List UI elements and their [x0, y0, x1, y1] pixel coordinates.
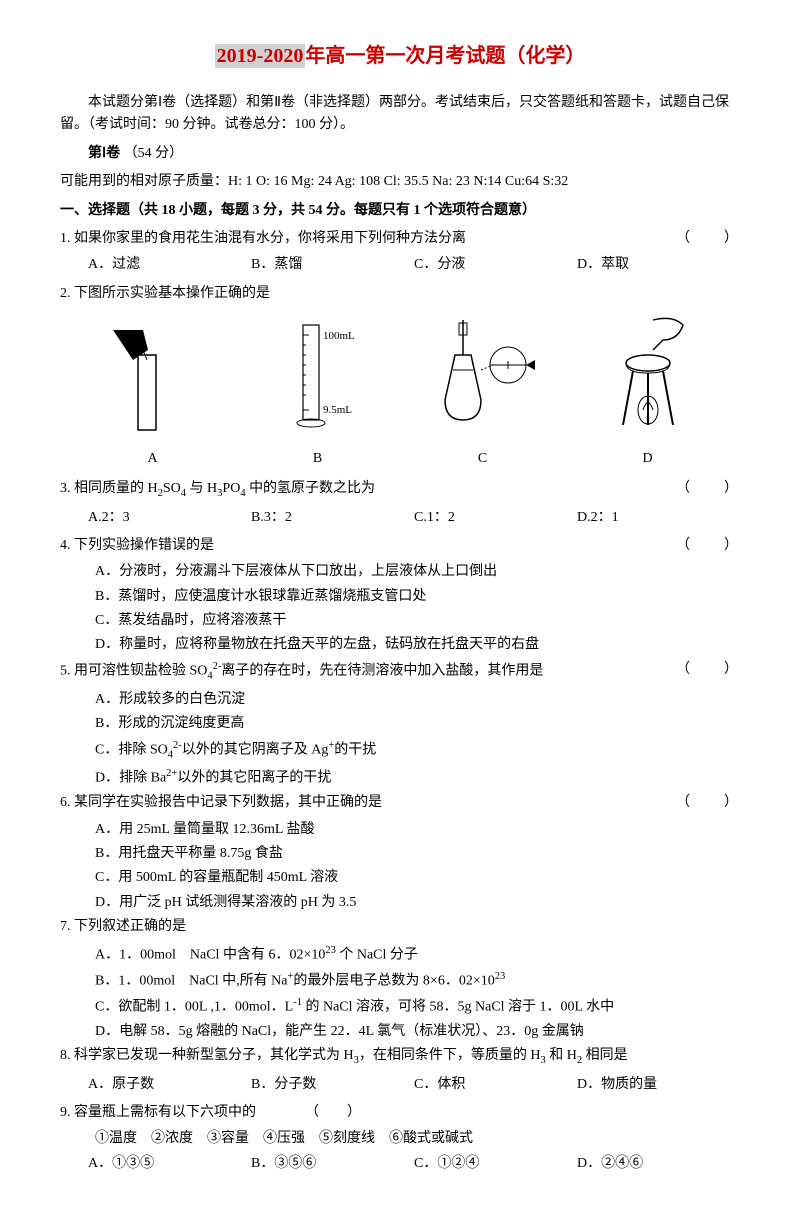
question-8: 8. 科学家已发现一种新型氢分子，其化学式为 H3，在相同条件下，等质量的 H3… — [60, 1045, 740, 1070]
answer-paren: （ ） — [676, 535, 740, 557]
q1-opt-c: C．分液 — [414, 254, 577, 276]
answer-paren: （ ） — [676, 478, 740, 500]
q1-opt-d: D．萃取 — [577, 254, 740, 276]
question-6: （ ） 6. 某同学在实验报告中记录下列数据，其中正确的是 — [60, 792, 740, 814]
q2-img-b: 100mL 9.5mL — [235, 315, 400, 443]
q1-opt-b: B．蒸馏 — [251, 254, 414, 276]
question-5: （ ） 5. 用可溶性钡盐检验 SO42-离子的存在时，先在待测溶液中加入盐酸，… — [60, 659, 740, 685]
q3-stem: 3. 相同质量的 H2SO4 与 H3PO4 中的氢原子数之比为 — [60, 478, 740, 503]
q9-opt-c: C．①②④ — [414, 1153, 577, 1175]
q5-opt-a: A．形成较多的白色沉淀 — [95, 689, 740, 711]
q2-label-d: D — [565, 448, 730, 470]
q8-options: A．原子数 B．分子数 C．体积 D．物质的量 — [88, 1074, 740, 1096]
q9-opt-d: D．②④⑥ — [577, 1153, 740, 1175]
q1-options: A．过滤 B．蒸馏 C．分液 D．萃取 — [88, 254, 740, 276]
q2-img-c — [400, 315, 565, 443]
img-b-label-top: 100mL — [323, 330, 355, 342]
q6-opt-a: A．用 25mL 量筒量取 12.36mL 盐酸 — [95, 819, 740, 841]
q3-opt-b: B.3：2 — [251, 507, 414, 529]
q7-opt-d: D．电解 58．5g 熔融的 NaCl，能产生 22．4L 氯气（标准状况）、2… — [95, 1021, 740, 1043]
question-9: 9. 容量瓶上需标有以下六项中的 （ ） — [60, 1102, 740, 1124]
q5-opt-b: B．形成的沉淀纯度更高 — [95, 713, 740, 735]
q8-opt-d: D．物质的量 — [577, 1074, 740, 1096]
q9-stem: 9. 容量瓶上需标有以下六项中的 （ ） — [60, 1102, 740, 1124]
q7-opt-c: C．欲配制 1．00L ,1．00mol．L-1 的 NaCl 溶液，可将 58… — [95, 995, 740, 1019]
answer-paren: （ ） — [676, 659, 740, 681]
q2-label-b: B — [235, 448, 400, 470]
question-2: 2. 下图所示实验基本操作正确的是 — [60, 283, 740, 305]
q9-opt-b: B．③⑤⑥ — [251, 1153, 414, 1175]
intro-text: 本试题分第Ⅰ卷（选择题）和第Ⅱ卷（非选择题）两部分。考试结束后，只交答题纸和答题… — [60, 92, 740, 137]
q6-opt-c: C．用 500mL 的容量瓶配制 450mL 溶液 — [95, 867, 740, 889]
q2-img-a — [70, 325, 235, 443]
q8-opt-c: C．体积 — [414, 1074, 577, 1096]
atomic-masses: 可能用到的相对原子质量：H: 1 O: 16 Mg: 24 Ag: 108 Cl… — [60, 171, 740, 193]
question-7: 7. 下列叙述正确的是 — [60, 916, 740, 938]
q3-options: A.2：3 B.3：2 C.1：2 D.2：1 — [88, 507, 740, 529]
q2-img-d — [565, 315, 730, 443]
q5-stem: 5. 用可溶性钡盐检验 SO42-离子的存在时，先在待测溶液中加入盐酸，其作用是 — [60, 659, 740, 685]
answer-paren: （ ） — [676, 228, 740, 250]
section-1-label: 第Ⅰ卷 — [88, 146, 120, 161]
q5-opt-c: C．排除 SO42-以外的其它阴离子及 Ag+的干扰 — [95, 738, 740, 764]
img-b-label-bot: 9.5mL — [323, 404, 352, 416]
answer-paren: （ ） — [676, 792, 740, 814]
q8-opt-b: B．分子数 — [251, 1074, 414, 1096]
section-1-title: 第Ⅰ卷 （54 分） — [60, 143, 740, 165]
q4-opt-b: B．蒸馏时，应使温度计水银球靠近蒸馏烧瓶支管口处 — [95, 586, 740, 608]
q2-images: 100mL 9.5mL — [70, 315, 730, 443]
q2-stem: 2. 下图所示实验基本操作正确的是 — [60, 283, 740, 305]
question-3: （ ） 3. 相同质量的 H2SO4 与 H3PO4 中的氢原子数之比为 — [60, 478, 740, 503]
q7-stem: 7. 下列叙述正确的是 — [60, 916, 740, 938]
q9-opt-a: A．①③⑤ — [88, 1153, 251, 1175]
q3-opt-a: A.2：3 — [88, 507, 251, 529]
q8-stem: 8. 科学家已发现一种新型氢分子，其化学式为 H3，在相同条件下，等质量的 H3… — [60, 1045, 740, 1070]
mc-header: 一、选择题（共 18 小题，每题 3 分，共 54 分。每题只有 1 个选项符合… — [60, 200, 740, 222]
question-4: （ ） 4. 下列实验操作错误的是 — [60, 535, 740, 557]
q4-stem: 4. 下列实验操作错误的是 — [60, 535, 740, 557]
q1-opt-a: A．过滤 — [88, 254, 251, 276]
exam-title: 2019-2020年高一第一次月考试题（化学） — [60, 40, 740, 72]
q4-opt-a: A．分液时，分液漏斗下层液体从下口放出，上层液体从上口倒出 — [95, 561, 740, 583]
q7-opt-a: A．1．00mol NaCl 中含有 6．02×1023 个 NaCl 分子 — [95, 943, 740, 967]
title-rest: 年高一第一次月考试题（化学） — [305, 45, 585, 67]
q7-opt-b: B．1．00mol NaCl 中,所有 Na+的最外层电子总数为 8×6．02×… — [95, 969, 740, 993]
title-year: 2019-2020 — [215, 44, 306, 68]
q3-opt-c: C.1：2 — [414, 507, 577, 529]
q9-options: A．①③⑤ B．③⑤⑥ C．①②④ D．②④⑥ — [88, 1153, 740, 1175]
q5-opt-d: D．排除 Ba2+以外的其它阳离子的干扰 — [95, 766, 740, 790]
q2-image-labels: A B C D — [70, 448, 730, 470]
q2-label-c: C — [400, 448, 565, 470]
q4-opt-d: D．称量时，应将称量物放在托盘天平的左盘，砝码放在托盘天平的右盘 — [95, 634, 740, 656]
q6-opt-b: B．用托盘天平称量 8.75g 食盐 — [95, 843, 740, 865]
q1-stem: 1. 如果你家里的食用花生油混有水分，你将采用下列何种方法分离 — [60, 228, 740, 250]
q6-stem: 6. 某同学在实验报告中记录下列数据，其中正确的是 — [60, 792, 740, 814]
question-1: （ ） 1. 如果你家里的食用花生油混有水分，你将采用下列何种方法分离 — [60, 228, 740, 250]
q8-opt-a: A．原子数 — [88, 1074, 251, 1096]
q3-opt-d: D.2：1 — [577, 507, 740, 529]
q6-opt-d: D．用广泛 pH 试纸测得某溶液的 pH 为 3.5 — [95, 892, 740, 914]
q2-label-a: A — [70, 448, 235, 470]
q4-opt-c: C．蒸发结晶时，应将溶液蒸干 — [95, 610, 740, 632]
section-1-pts: （54 分） — [124, 146, 184, 161]
